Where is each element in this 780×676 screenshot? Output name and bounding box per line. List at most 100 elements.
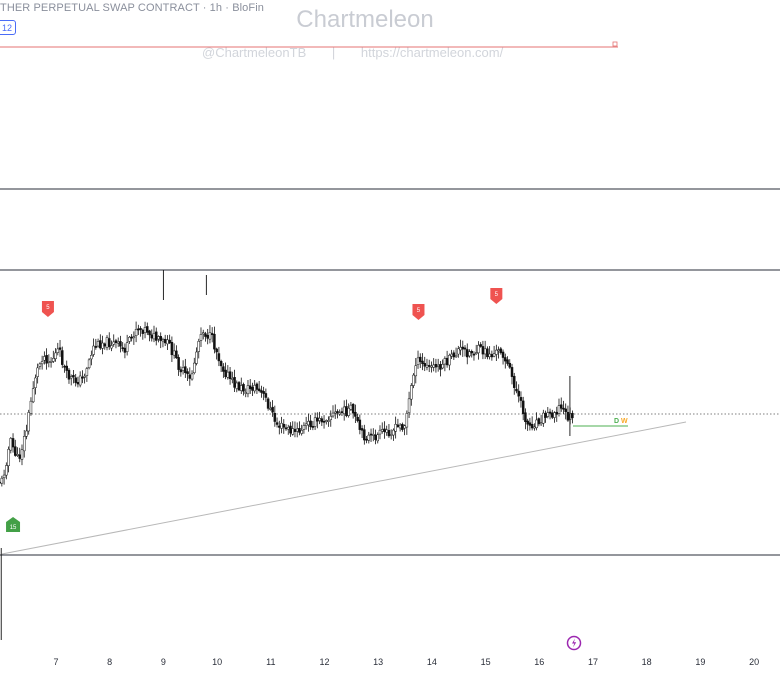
candle[interactable] [313,412,317,431]
candle[interactable] [385,425,388,436]
candle[interactable] [99,334,102,350]
candle[interactable] [351,403,355,419]
candle[interactable] [257,380,261,393]
candle[interactable] [414,357,418,384]
candle[interactable] [175,345,178,359]
candle[interactable] [18,447,22,463]
candle[interactable] [316,412,319,429]
candle[interactable] [224,362,227,380]
candle[interactable] [356,413,359,423]
candle[interactable] [237,381,241,392]
candle[interactable] [566,405,570,422]
candle[interactable] [54,348,57,362]
candle[interactable] [394,416,397,439]
candle[interactable] [34,374,37,395]
candle[interactable] [445,350,449,368]
candle[interactable] [528,417,532,431]
candle[interactable] [508,359,512,369]
candle[interactable] [461,340,465,357]
candle[interactable] [128,335,131,344]
candle[interactable] [367,431,371,444]
candle[interactable] [436,358,440,372]
candle[interactable] [9,437,13,454]
candle[interactable] [416,350,420,369]
candle[interactable] [58,339,62,357]
candle[interactable] [492,345,496,358]
candle[interactable] [177,354,180,376]
candle[interactable] [83,373,86,384]
candle[interactable] [226,365,230,380]
candle[interactable] [551,409,554,420]
candle[interactable] [273,405,277,427]
candle[interactable] [533,423,536,431]
candle[interactable] [69,374,73,386]
candle[interactable] [331,405,335,418]
candle[interactable] [365,435,368,444]
candle[interactable] [521,396,525,421]
candle[interactable] [235,380,239,393]
candle[interactable] [101,335,104,355]
candle[interactable] [217,346,221,367]
candle[interactable] [454,347,458,359]
candle[interactable] [439,360,442,377]
candle[interactable] [383,421,386,439]
candle[interactable] [443,356,447,372]
candle[interactable] [463,345,467,357]
candle[interactable] [199,327,203,348]
candle[interactable] [477,341,480,360]
candle[interactable] [512,372,516,395]
candle[interactable] [278,420,281,435]
candle[interactable] [564,403,567,420]
candle[interactable] [481,340,485,360]
symbol-title[interactable]: THER PERPETUAL SWAP CONTRACT · 1h · BloF… [0,2,264,14]
candle[interactable] [432,358,435,372]
candle[interactable] [479,342,482,348]
candle[interactable] [36,363,39,384]
candle[interactable] [5,462,8,480]
candle[interactable] [459,339,462,356]
candle[interactable] [539,414,543,426]
candle[interactable] [139,326,142,337]
candle[interactable] [524,408,527,430]
candle[interactable] [421,353,424,371]
candle[interactable] [90,350,93,366]
candle[interactable] [510,363,514,385]
candle[interactable] [201,329,205,340]
candle[interactable] [193,357,196,375]
candle[interactable] [206,328,209,345]
candle[interactable] [284,424,288,431]
candle[interactable] [166,335,169,350]
candle[interactable] [163,334,167,346]
candle[interactable] [168,334,171,344]
candle[interactable] [320,416,324,426]
candle[interactable] [172,343,176,359]
candle[interactable] [372,428,375,442]
candle[interactable] [405,410,409,435]
candle[interactable] [27,409,30,435]
candle[interactable] [327,416,330,427]
candle[interactable] [215,347,218,360]
candle[interactable] [271,400,274,417]
candle[interactable] [130,334,133,342]
tradingview-logo-icon[interactable] [566,635,582,651]
candle[interactable] [410,383,413,406]
candle[interactable] [376,432,380,444]
candle[interactable] [325,419,328,425]
candle[interactable] [264,388,268,402]
candle[interactable] [495,344,498,362]
candle[interactable] [441,359,444,370]
candle[interactable] [280,416,283,434]
candle[interactable] [515,381,518,394]
candle[interactable] [190,370,194,381]
candle[interactable] [392,428,395,441]
candle[interactable] [78,371,82,388]
candle[interactable] [360,425,364,439]
candle[interactable] [146,322,149,336]
candle[interactable] [184,358,187,378]
candle[interactable] [195,347,198,366]
candle[interactable] [20,444,24,466]
buy-signal-marker[interactable]: 15 [6,517,21,532]
candle[interactable] [398,423,402,432]
candle[interactable] [349,401,353,411]
candle[interactable] [490,350,494,361]
